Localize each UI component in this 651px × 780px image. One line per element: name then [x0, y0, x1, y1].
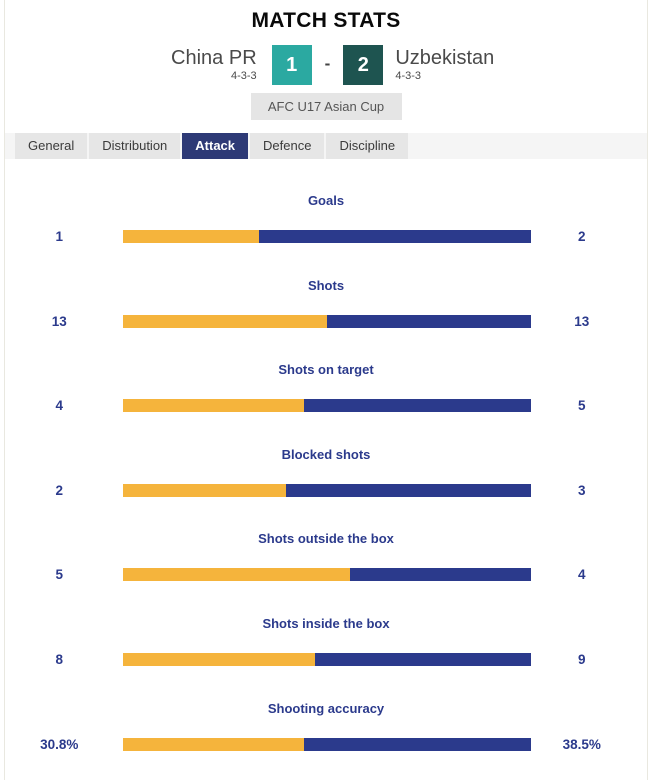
home-team-formation: 4-3-3	[230, 70, 257, 82]
tab-discipline[interactable]: Discipline	[326, 133, 409, 159]
stat-row-shots: Shots 13 13	[5, 278, 647, 363]
stat-row-blocked-shots: Blocked shots 2 3	[5, 447, 647, 532]
away-value: 3	[577, 482, 586, 498]
stat-row-shots-inside-box: Shots inside the box 8 9	[5, 616, 647, 701]
home-value: 8	[55, 651, 63, 667]
home-team-name: China PR	[171, 47, 257, 69]
away-bar-segment	[304, 399, 531, 413]
stat-bar	[123, 230, 531, 243]
stat-label: Shooting accuracy	[267, 700, 385, 716]
home-value: 1	[55, 229, 63, 244]
stat-label: Shots inside the box	[262, 615, 390, 631]
home-bar-segment	[123, 652, 315, 666]
score-center: 1 - 2	[257, 45, 396, 85]
away-bar-segment	[286, 483, 531, 497]
stat-row-shooting-accuracy: Shooting accuracy 30.8% 38.5%	[5, 701, 647, 780]
away-value: 5	[577, 398, 586, 414]
stat-bar	[123, 737, 531, 751]
page-title: MATCH STATS	[251, 9, 401, 32]
stat-label: Goals	[307, 193, 345, 208]
stat-bar	[123, 483, 531, 497]
tab-general[interactable]: General	[15, 133, 88, 159]
score-separator: -	[324, 54, 331, 73]
away-value: 2	[577, 229, 586, 244]
home-value: 5	[55, 567, 63, 583]
home-bar-segment	[123, 568, 350, 582]
home-bar-segment	[123, 314, 327, 328]
away-team-formation: 4-3-3	[395, 70, 422, 82]
stat-bar	[123, 652, 531, 666]
scoreboard: China PR 4-3-3 1 - 2 Uzbekistan 4-3-3	[5, 45, 647, 85]
away-value: 38.5%	[562, 736, 601, 752]
tab-defence[interactable]: Defence	[250, 133, 325, 159]
stat-row-shots-on-target: Shots on target 4 5	[5, 362, 647, 447]
away-value: 9	[577, 651, 586, 667]
stat-bar	[123, 399, 531, 413]
home-value: 2	[55, 482, 63, 498]
away-team: Uzbekistan 4-3-3	[395, 45, 647, 82]
away-score-badge: 2	[343, 45, 384, 85]
away-bar-segment	[349, 568, 531, 582]
away-bar-segment	[304, 737, 531, 751]
home-bar-segment	[123, 483, 287, 497]
tab-distribution[interactable]: Distribution	[89, 133, 181, 159]
stats-tab-bar: General Distribution Attack Defence Disc…	[5, 133, 647, 159]
stats-panel: Goals 1 2 Shots 13 13 Shot	[5, 159, 647, 780]
away-value: 4	[577, 567, 586, 583]
stat-row-goals: Goals 1 2	[5, 193, 647, 278]
away-bar-segment	[314, 652, 531, 666]
stat-label: Shots on target	[278, 362, 374, 378]
stat-row-shots-outside-box: Shots outside the box 5 4	[5, 531, 647, 616]
competition-badge: AFC U17 Asian Cup	[250, 93, 402, 120]
home-team: China PR 4-3-3	[5, 45, 257, 82]
away-value: 13	[574, 313, 590, 329]
home-bar-segment	[123, 230, 260, 243]
stat-bar	[123, 314, 531, 328]
home-value: 4	[55, 398, 63, 414]
stat-label: Blocked shots	[281, 446, 371, 462]
away-team-name: Uzbekistan	[395, 47, 495, 69]
home-value: 30.8%	[40, 736, 79, 752]
home-bar-segment	[123, 737, 305, 751]
home-value: 13	[51, 313, 67, 329]
match-stats-widget: MATCH STATS China PR 4-3-3 1 - 2 Uzbekis…	[4, 0, 648, 780]
stat-bar	[123, 568, 531, 582]
home-bar-segment	[123, 399, 305, 413]
away-bar-segment	[326, 314, 531, 328]
away-bar-segment	[259, 230, 531, 243]
stat-label: Shots	[307, 277, 345, 293]
home-score-badge: 1	[271, 45, 312, 85]
stat-label: Shots outside the box	[258, 531, 394, 547]
tab-attack[interactable]: Attack	[182, 133, 249, 159]
